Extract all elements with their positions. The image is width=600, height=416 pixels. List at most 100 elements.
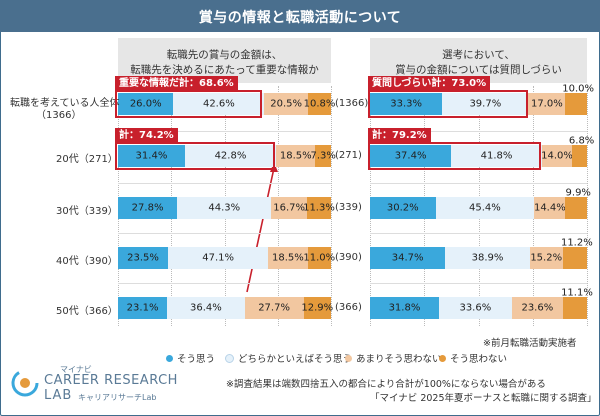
footnote-line2: 「マイナビ 2025年夏ボーナスと転職に関する調査」: [370, 393, 597, 404]
row-label-2: 30代（339）: [56, 206, 118, 217]
row-label-4: 50代（366）: [56, 306, 118, 317]
row-separator-right-2: [370, 183, 587, 184]
note-previous-month: ※前月転職活動実施者: [483, 338, 577, 349]
row-label-all-line1: 転職を考えている人全体: [10, 98, 120, 109]
bar-left-row4-seg1: [118, 247, 168, 269]
value-label-left-row5-seg1: 23.1%: [126, 302, 159, 314]
value-label-left-row2-seg4: 7.3%: [310, 150, 336, 162]
title-bar: 賞与の情報と転職活動について: [0, 0, 600, 32]
right-header-line2: 賞与の金額については質問しづらい: [395, 64, 562, 76]
bar-left-row2-seg1: [118, 145, 185, 167]
row-separator-right-3: [370, 233, 587, 234]
legend-swatch-4: [439, 354, 446, 362]
bar-right-row4-seg4: [562, 247, 587, 269]
bar-right-row5-seg1: [370, 297, 439, 319]
legend-item-4: そう思わない: [439, 351, 507, 365]
bar-left-row3-seg2: [177, 197, 272, 219]
value-label-right-row3-seg2: 45.4%: [469, 202, 501, 214]
bar-left-row3-seg4: [306, 197, 331, 219]
legend-item-1: そう思う: [166, 351, 215, 365]
highlight-tag-right-all: 質問しづらい計：73.0%: [368, 76, 491, 91]
bar-left-row5-seg1: [118, 297, 168, 319]
value-label-right-row4-seg3: 15.2%: [530, 252, 563, 264]
bar-right-row3-seg2: [435, 197, 535, 219]
bar-left-row1-seg1: [118, 93, 174, 115]
value-label-right-row5-seg3: 23.6%: [521, 302, 554, 314]
value-label-left-row4-seg4: 11.0%: [303, 252, 336, 264]
row-label-3: 40代（390）: [56, 256, 118, 267]
bar-left-row5-seg3: [244, 297, 304, 319]
row-separator-right-1: [370, 131, 587, 132]
highlight-box-right-20: [368, 142, 541, 170]
value-label-right-row1-seg4: 10.0%: [562, 83, 595, 95]
bar-left-row4-seg3: [268, 247, 308, 269]
value-label-right-row1-seg3: 17.0%: [530, 98, 563, 110]
value-label-right-row1-seg2: 39.7%: [469, 98, 502, 110]
logo-kana: キャリアリサーチLab: [78, 393, 157, 402]
value-label-right-row2-seg3: 14.0%: [541, 150, 573, 162]
row-label-all-line2: （1366）: [36, 110, 82, 121]
legend-item-3: あまりそう思わない: [345, 351, 442, 365]
logo-mark-icon: [11, 369, 39, 397]
row-separator-left-4: [118, 283, 331, 284]
bar-left-row1-seg4: [307, 93, 331, 115]
bar-left-row4-seg2: [168, 247, 269, 269]
bar-right-row2-seg1: [370, 145, 452, 167]
gridline-left-4: [331, 86, 332, 326]
legend-swatch-2: [225, 353, 234, 363]
value-label-left-row1-seg4: 10.8%: [303, 98, 336, 110]
highlight-box-left-20: [115, 142, 275, 170]
bar-right-row1-seg2: [442, 93, 529, 115]
value-label-right-row5-seg4: 11.1%: [561, 287, 593, 299]
value-label-left-row4-seg2: 47.1%: [202, 252, 234, 264]
highlight-tag-left-20: 計：74.2%: [115, 128, 178, 143]
value-label-right-row4-seg1: 34.7%: [391, 252, 424, 264]
value-label-right-row5-seg2: 33.6%: [459, 302, 492, 314]
bar-right-row1-seg3: [528, 93, 566, 115]
bar-left-row5-seg4: [303, 297, 331, 319]
bar-left-row4-seg4: [307, 247, 331, 269]
value-label-left-row5-seg3: 27.7%: [258, 302, 290, 314]
bar-left-row2-seg2: [184, 145, 277, 167]
bar-left-row2-seg3: [276, 145, 316, 167]
mid-label-row2: (271): [335, 150, 362, 161]
value-label-left-row3-seg3: 16.7%: [273, 202, 306, 214]
value-label-left-row1-seg2: 42.6%: [202, 98, 235, 110]
mid-label-row5: (366): [335, 302, 362, 313]
right-panel-header: 選考において、 賞与の金額については質問しづらい: [370, 38, 587, 83]
bar-left-row5-seg2: [167, 297, 245, 319]
bar-right-row3-seg4: [565, 197, 587, 219]
logo-mynavi: マイナビ: [60, 365, 92, 374]
bar-right-row2-seg2: [451, 145, 542, 167]
right-header-line1: 選考において、: [442, 49, 515, 61]
legend-swatch-1: [166, 354, 173, 362]
value-label-right-row2-seg2: 41.8%: [480, 150, 513, 162]
row-separator-left-2: [118, 183, 331, 184]
mid-label-row3: (339): [335, 202, 362, 213]
row-separator-right-4: [370, 283, 587, 284]
bar-right-row3-seg3: [534, 197, 566, 219]
bar-right-row4-seg2: [445, 247, 530, 269]
value-label-left-row2-seg2: 42.8%: [214, 150, 247, 162]
value-label-right-row3-seg4: 9.9%: [565, 187, 591, 199]
bar-right-row1-seg1: [370, 93, 443, 115]
value-label-left-row3-seg4: 11.3%: [303, 202, 335, 214]
highlight-tag-left-all: 重要な情報だ計：68.6%: [115, 76, 238, 91]
legend-label-4: そう思わない: [450, 354, 508, 365]
value-label-right-row2-seg4: 6.8%: [568, 135, 595, 147]
bar-right-row2-seg3: [541, 145, 573, 167]
value-label-left-row4-seg3: 18.5%: [272, 252, 304, 264]
mid-label-row1: (1366): [335, 98, 369, 109]
bar-right-row3-seg1: [370, 197, 436, 219]
logo-lab: LAB: [44, 388, 73, 403]
bar-left-row1-seg3: [264, 93, 308, 115]
bar-right-row5-seg3: [511, 297, 563, 319]
legend-item-2: どちらかといえばそう思う: [225, 351, 352, 365]
bar-right-row2-seg4: [572, 145, 587, 167]
bar-right-row4-seg1: [370, 247, 446, 269]
value-label-left-row3-seg1: 27.8%: [131, 202, 164, 214]
left-header-line2: 転職先を決めるにあたって重要な情報か: [130, 64, 319, 76]
value-label-left-row5-seg2: 36.4%: [189, 302, 222, 314]
value-label-left-row1-seg1: 26.0%: [129, 98, 162, 110]
value-label-right-row1-seg1: 33.3%: [390, 98, 423, 110]
